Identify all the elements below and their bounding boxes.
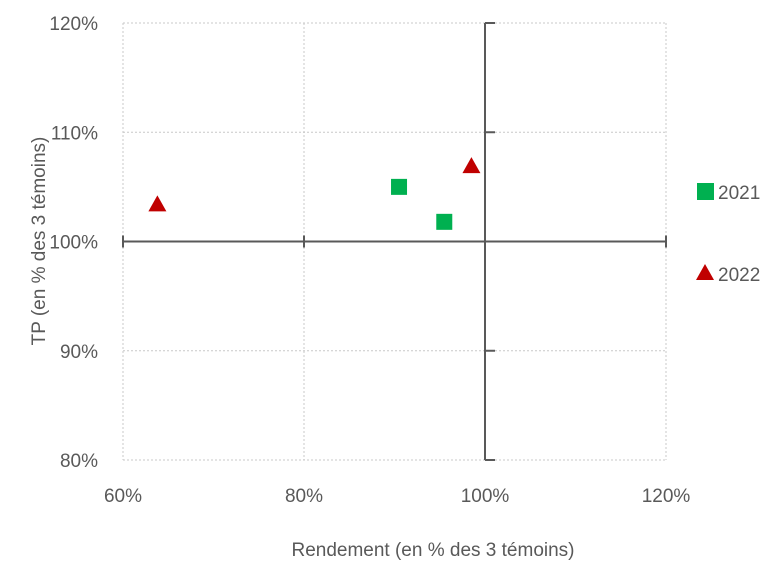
- y-tick-label: 90%: [60, 342, 98, 363]
- legend-label-2021: 2021: [718, 183, 760, 204]
- x-tick-label: 80%: [285, 486, 323, 507]
- data-point-2021: [436, 213, 453, 230]
- x-tick-label: 120%: [642, 486, 691, 507]
- data-point-2022: [462, 157, 481, 174]
- data-point-2022: [148, 195, 167, 212]
- legend-marker-triangle: [696, 264, 714, 280]
- legend-label-2022: 2022: [718, 265, 760, 286]
- legend-item-2022: 2022: [696, 264, 760, 286]
- y-tick-label: 120%: [49, 14, 98, 35]
- x-tick-label: 60%: [104, 486, 142, 507]
- y-axis-title: TP (en % des 3 témoins): [29, 137, 50, 346]
- y-tick-label: 100%: [49, 233, 98, 254]
- legend: 2021 2022: [696, 183, 760, 286]
- axes: [122, 22, 667, 461]
- data-points: [148, 157, 481, 230]
- legend-item-2021: 2021: [697, 183, 760, 204]
- tick-labels: 60% 80% 100% 120% 80% 90% 100% 110% 120%: [49, 14, 690, 507]
- y-tick-label: 110%: [51, 123, 98, 144]
- data-point-2021: [391, 178, 408, 195]
- x-axis-title: Rendement (en % des 3 témoins): [291, 540, 574, 561]
- y-tick-label: 80%: [60, 451, 98, 472]
- x-tick-label: 100%: [461, 486, 510, 507]
- legend-marker-square: [697, 183, 714, 200]
